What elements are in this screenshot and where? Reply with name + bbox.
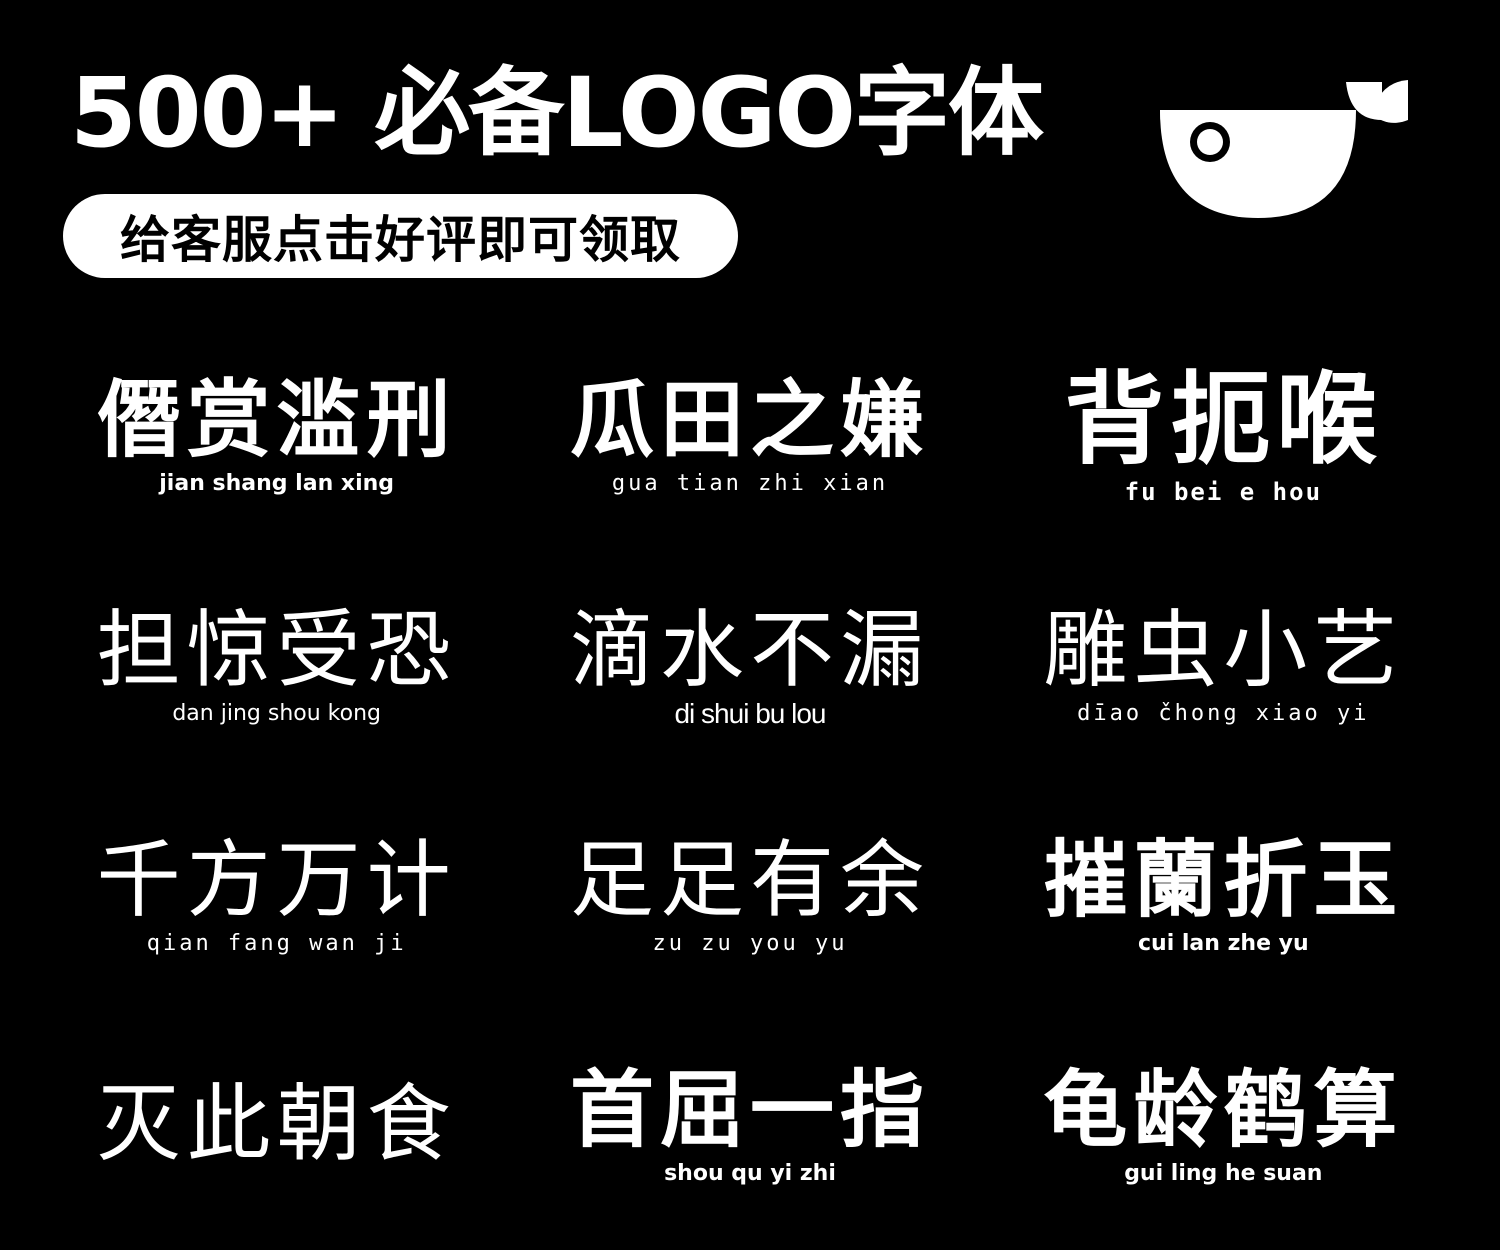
whale-body-fill bbox=[1160, 110, 1356, 218]
font-sample-pinyin: gui ling he suan bbox=[1124, 1161, 1323, 1186]
font-sample-pinyin: zu zu you yu bbox=[652, 931, 848, 956]
font-sample-idiom: 背扼喉 bbox=[1064, 361, 1383, 478]
font-sample-pinyin: cui lan zhe yu bbox=[1137, 931, 1309, 956]
font-sample-idiom: 滴水不漏 bbox=[569, 601, 930, 699]
font-sample: 瓜田之嫌 gua tian zhi xian bbox=[513, 320, 986, 550]
font-sample: 背扼喉 fu bei e hou bbox=[987, 320, 1460, 550]
font-sample-pinyin: dīao čhong xiao yi bbox=[1077, 701, 1370, 726]
font-sample-idiom: 龟龄鹤算 bbox=[1043, 1060, 1404, 1159]
font-sample-pinyin: fu bei e hou bbox=[1124, 478, 1323, 506]
font-sample-pinyin: gua tian zhi xian bbox=[611, 471, 889, 496]
font-sample-idiom: 瓜田之嫌 bbox=[569, 371, 930, 469]
whale-eye-inner bbox=[1197, 129, 1223, 155]
font-sample: 僭赏滥刑 jian shang lan xing bbox=[40, 320, 513, 550]
whale-icon bbox=[1160, 80, 1408, 218]
font-sample-pinyin: qian fang wan ji bbox=[146, 931, 407, 956]
font-sample-idiom: 足足有余 bbox=[569, 831, 930, 929]
font-sample-pinyin: di shui bu lou bbox=[674, 698, 826, 729]
font-sample: 首屈一指 shou qu yi zhi bbox=[513, 1010, 986, 1240]
whale-tail-right bbox=[1372, 80, 1408, 123]
font-sample: 雕虫小艺 dīao čhong xiao yi bbox=[987, 550, 1460, 780]
page-title: 500+ 必备LOGO字体 bbox=[70, 57, 1044, 169]
font-sample-idiom: 灭此朝食 bbox=[96, 1075, 457, 1173]
font-sample-idiom: 千方万计 bbox=[96, 831, 457, 929]
font-sample: 滴水不漏 di shui bu lou bbox=[513, 550, 986, 780]
font-sample-idiom: 担惊受恐 bbox=[96, 601, 457, 699]
font-sample-idiom: 摧蘭折玉 bbox=[1043, 830, 1404, 929]
promo-badge: 给客服点击好评即可领取 bbox=[63, 194, 738, 278]
font-sample-grid: 僭赏滥刑 jian shang lan xing 瓜田之嫌 gua tian z… bbox=[40, 320, 1460, 1240]
font-sample-pinyin: dan jing shou kong bbox=[172, 701, 381, 726]
promo-text: 给客服点击好评即可领取 bbox=[120, 211, 681, 269]
font-sample-pinyin: jian shang lan xing bbox=[159, 471, 395, 496]
font-sample-idiom: 首屈一指 bbox=[569, 1061, 930, 1159]
font-sample: 龟龄鹤算 gui ling he suan bbox=[987, 1010, 1460, 1240]
font-sample: 摧蘭折玉 cui lan zhe yu bbox=[987, 780, 1460, 1010]
font-sample-idiom: 僭赏滥刑 bbox=[96, 371, 457, 469]
font-sample: 足足有余 zu zu you yu bbox=[513, 780, 986, 1010]
font-sample-pinyin: shou qu yi zhi bbox=[664, 1161, 836, 1186]
font-sample-idiom: 雕虫小艺 bbox=[1043, 601, 1404, 699]
font-sample: 担惊受恐 dan jing shou kong bbox=[40, 550, 513, 780]
font-sample: 灭此朝食 bbox=[40, 1010, 513, 1240]
font-sample: 千方万计 qian fang wan ji bbox=[40, 780, 513, 1010]
